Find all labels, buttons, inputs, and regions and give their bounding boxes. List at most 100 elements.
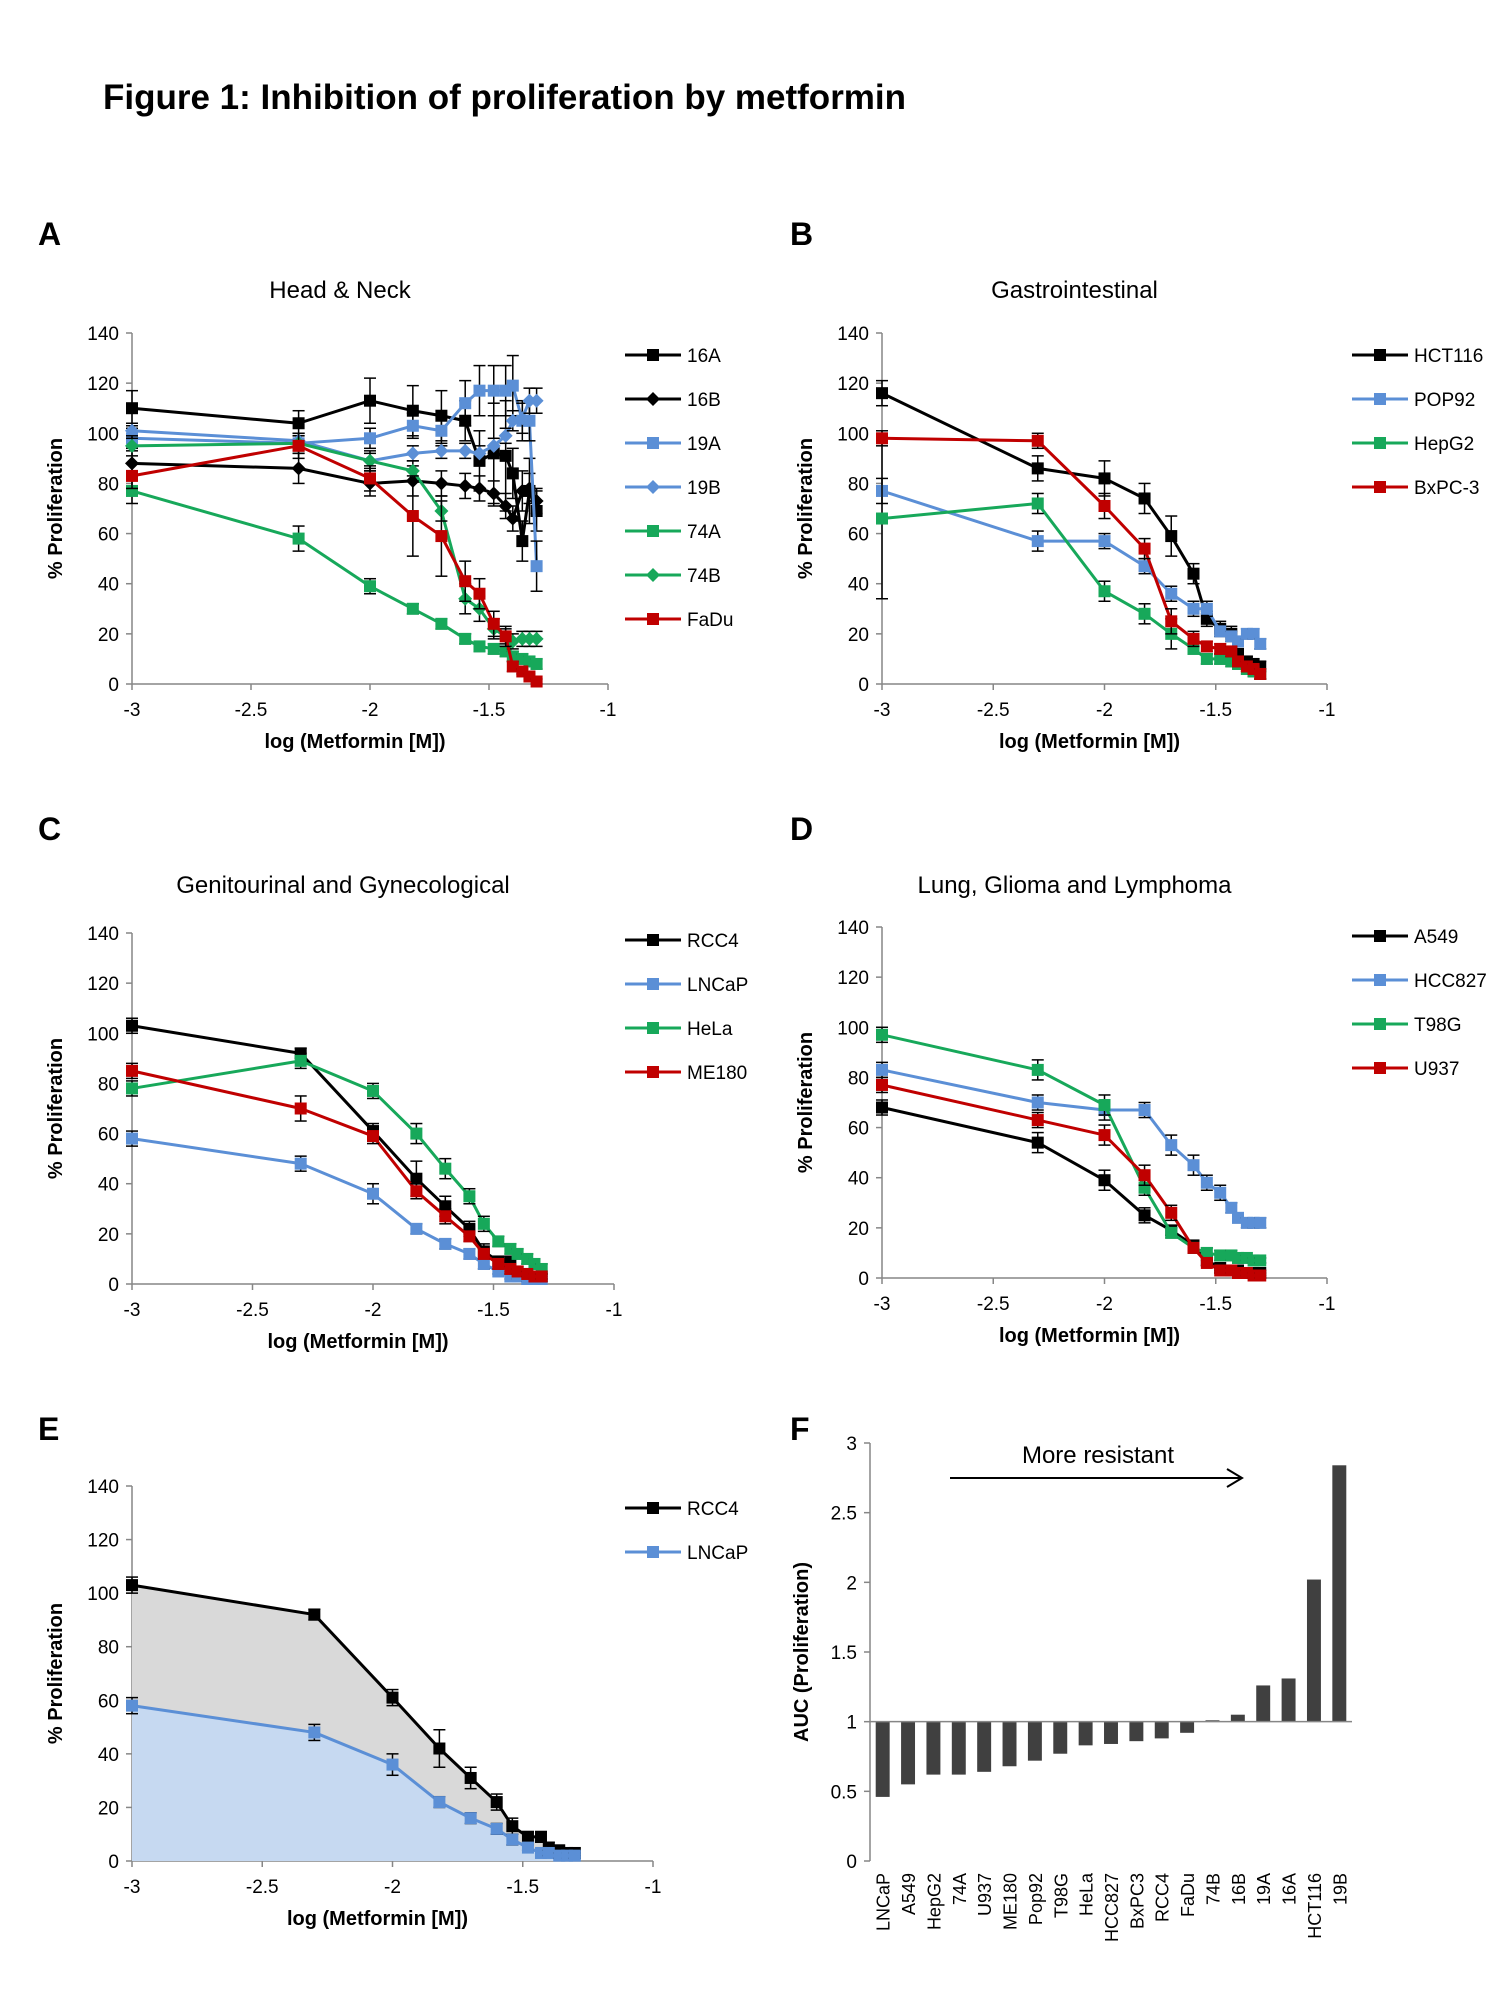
panel-d-series-u937-point — [1187, 1241, 1200, 1254]
panel-d-y-tick-label: 80 — [848, 1068, 869, 1089]
panel-f-category-label: T98G — [1051, 1873, 1071, 1918]
panel-c-y-tick-label: 60 — [98, 1125, 119, 1146]
panel-f-bar-hela — [1078, 1721, 1093, 1746]
panel-a-series-74a-point — [473, 640, 486, 653]
panel-a-series-19b-point — [515, 411, 530, 426]
panel-b-legend-hepg2: HepG2 — [1352, 434, 1474, 455]
panel-c-legend-hela: HeLa — [625, 1019, 733, 1040]
panel-c-y-tick-label: 20 — [98, 1225, 119, 1246]
panel-d-y-tick-label: 100 — [837, 1018, 869, 1039]
panel-a-series-19a-point — [487, 384, 500, 397]
panel-d-series-t98g — [876, 1026, 1267, 1267]
panel-f-letter: F — [790, 1411, 810, 1447]
panel-b: B Gastrointestinal 0 20 40 60 80 100 120 140 -3 -2.… — [790, 216, 1483, 753]
panel-b-y-tick-label: 0 — [858, 675, 869, 696]
panel-b-series-bxpc-3-point — [1138, 542, 1151, 555]
panel-a-series-fadu-point — [473, 587, 486, 600]
panel-a-series-19b-point — [458, 443, 473, 458]
panel-f-bar-pop92 — [1027, 1721, 1042, 1761]
panel-b-legend-label: HCT116 — [1414, 346, 1483, 367]
panel-c-x-tick-label: -3 — [124, 1300, 141, 1321]
panel-b-legend-label: POP92 — [1414, 390, 1475, 411]
panel-f-category-label: FaDu — [1178, 1873, 1198, 1917]
panel-a-series-19b-point — [522, 393, 537, 408]
panel-b-letter: B — [790, 216, 813, 252]
panel-b-legend-marker — [1374, 393, 1386, 405]
panel-d-x-tick-label: -1.5 — [1199, 1294, 1232, 1315]
panel-f-y-tick-label: 1 — [846, 1713, 857, 1734]
panel-a-series-fadu-point — [406, 510, 419, 523]
panel-c-series-lncap-point — [463, 1247, 476, 1260]
panel-c-series-hela-point — [463, 1190, 476, 1203]
panel-b-series-hepg2-point — [1138, 607, 1151, 620]
panel-a-series-19b-point — [405, 446, 420, 461]
panel-a-legend-marker — [646, 480, 660, 494]
panel-c-series-lncap-point — [439, 1237, 452, 1250]
panel-a-legend-fadu: FaDu — [625, 610, 733, 631]
panel-b-series-bxpc-3-point — [1165, 615, 1178, 628]
panel-a-series-16b-point — [458, 478, 473, 493]
panel-e-x-label: log (Metformin [M]) — [287, 1908, 468, 1930]
panel-d-series-t98g-point — [876, 1028, 888, 1041]
panel-c-series-me180-point — [439, 1210, 452, 1223]
panel-f-bar-16b — [1230, 1714, 1245, 1722]
panel-f-y-tick-label: 2.5 — [831, 1504, 857, 1525]
panel-b-series-hct116-point — [1031, 462, 1044, 475]
panel-f-category-label: HeLa — [1077, 1872, 1097, 1916]
panel-d-series-a549-point — [1031, 1136, 1044, 1149]
panel-b-y-tick-label: 20 — [848, 625, 869, 646]
panel-c-y-tick-label: 140 — [87, 924, 119, 945]
panel-e-series-rcc4-point — [521, 1830, 534, 1843]
panel-c-series-lncap-point — [126, 1132, 138, 1145]
panel-a-series-fadu-point — [126, 469, 138, 482]
panel-c-series-hela-point — [126, 1082, 138, 1095]
panel-a-series-19b-point — [498, 428, 513, 443]
panel-c-series-lncap-point — [477, 1257, 490, 1270]
panel-a-legend-marker — [647, 437, 659, 449]
panel-a-series-19b-point — [434, 443, 449, 458]
panel-d-legend-t98g: T98G — [1352, 1015, 1462, 1036]
panel-f-bar-19a — [1256, 1685, 1271, 1722]
panel-f-category-label: 74A — [950, 1873, 970, 1905]
panel-d-series-t98g-line — [881, 1033, 1261, 1262]
panel-b-series-pop92-point — [1247, 627, 1260, 640]
panel-b-series-bxpc-3 — [876, 430, 1267, 680]
panel-a-legend-marker — [647, 613, 659, 625]
panel-a-series-16b-point — [472, 481, 487, 496]
panel-d-y-tick-label: 0 — [858, 1269, 869, 1290]
panel-e-series-rcc4-point — [308, 1608, 321, 1621]
panel-d-letter: D — [790, 811, 813, 847]
panel-e-y-tick-label: 60 — [98, 1691, 119, 1712]
panel-e-y-tick-label: 80 — [98, 1638, 119, 1659]
panel-a-series-74b-point — [515, 631, 530, 646]
panel-b-series-pop92-point — [1098, 535, 1111, 548]
panel-f-category-label: 19B — [1330, 1873, 1350, 1905]
panel-e-y-tick-label: 40 — [98, 1745, 119, 1766]
panel-a-series-19b-point — [125, 423, 139, 438]
panel-a-series-74b-point — [125, 438, 139, 453]
panel-c-series-me180-point — [492, 1257, 505, 1270]
panel-a-legend-74b: 74B — [625, 566, 721, 587]
panel-f-resistance-arrow-head — [1226, 1468, 1244, 1488]
panel-f-category-label: HCC827 — [1102, 1873, 1122, 1942]
panel-d-x-tick-label: -2 — [1096, 1294, 1113, 1315]
panel-a-legend-label: 74B — [687, 566, 721, 587]
panel-a-series-19a-point — [459, 397, 472, 410]
panel-e-x-tick-label: -2.5 — [246, 1877, 279, 1898]
panel-b-series-bxpc-3-point — [1187, 632, 1200, 645]
panel-a-series-16a-point — [516, 535, 529, 548]
panel-e-legend-marker — [647, 1502, 659, 1514]
panel-a-legend-marker — [646, 568, 660, 582]
panel-a-legend-label: 16B — [687, 390, 721, 411]
panel-b-series-pop92-point — [1031, 535, 1044, 548]
panel-c-legend-label: ME180 — [687, 1063, 747, 1084]
panel-f-y-label: AUC (Proliferation) — [791, 1562, 813, 1742]
panel-f: F 0 0.5 1 1.5 2 2.5 3 AUC (Proliferation) LNCaP A5… — [790, 1411, 1352, 1942]
panel-e-series-rcc4-point — [433, 1742, 446, 1755]
panel-c-series-hela-point — [511, 1247, 524, 1260]
panel-a-series-fadu-point — [435, 530, 448, 543]
panel-e-legend-label: LNCaP — [687, 1543, 748, 1564]
panel-a-series-74b-point — [363, 453, 377, 468]
panel-e-legend-marker — [647, 1546, 659, 1558]
panel-a-series-74a-point — [406, 602, 419, 615]
